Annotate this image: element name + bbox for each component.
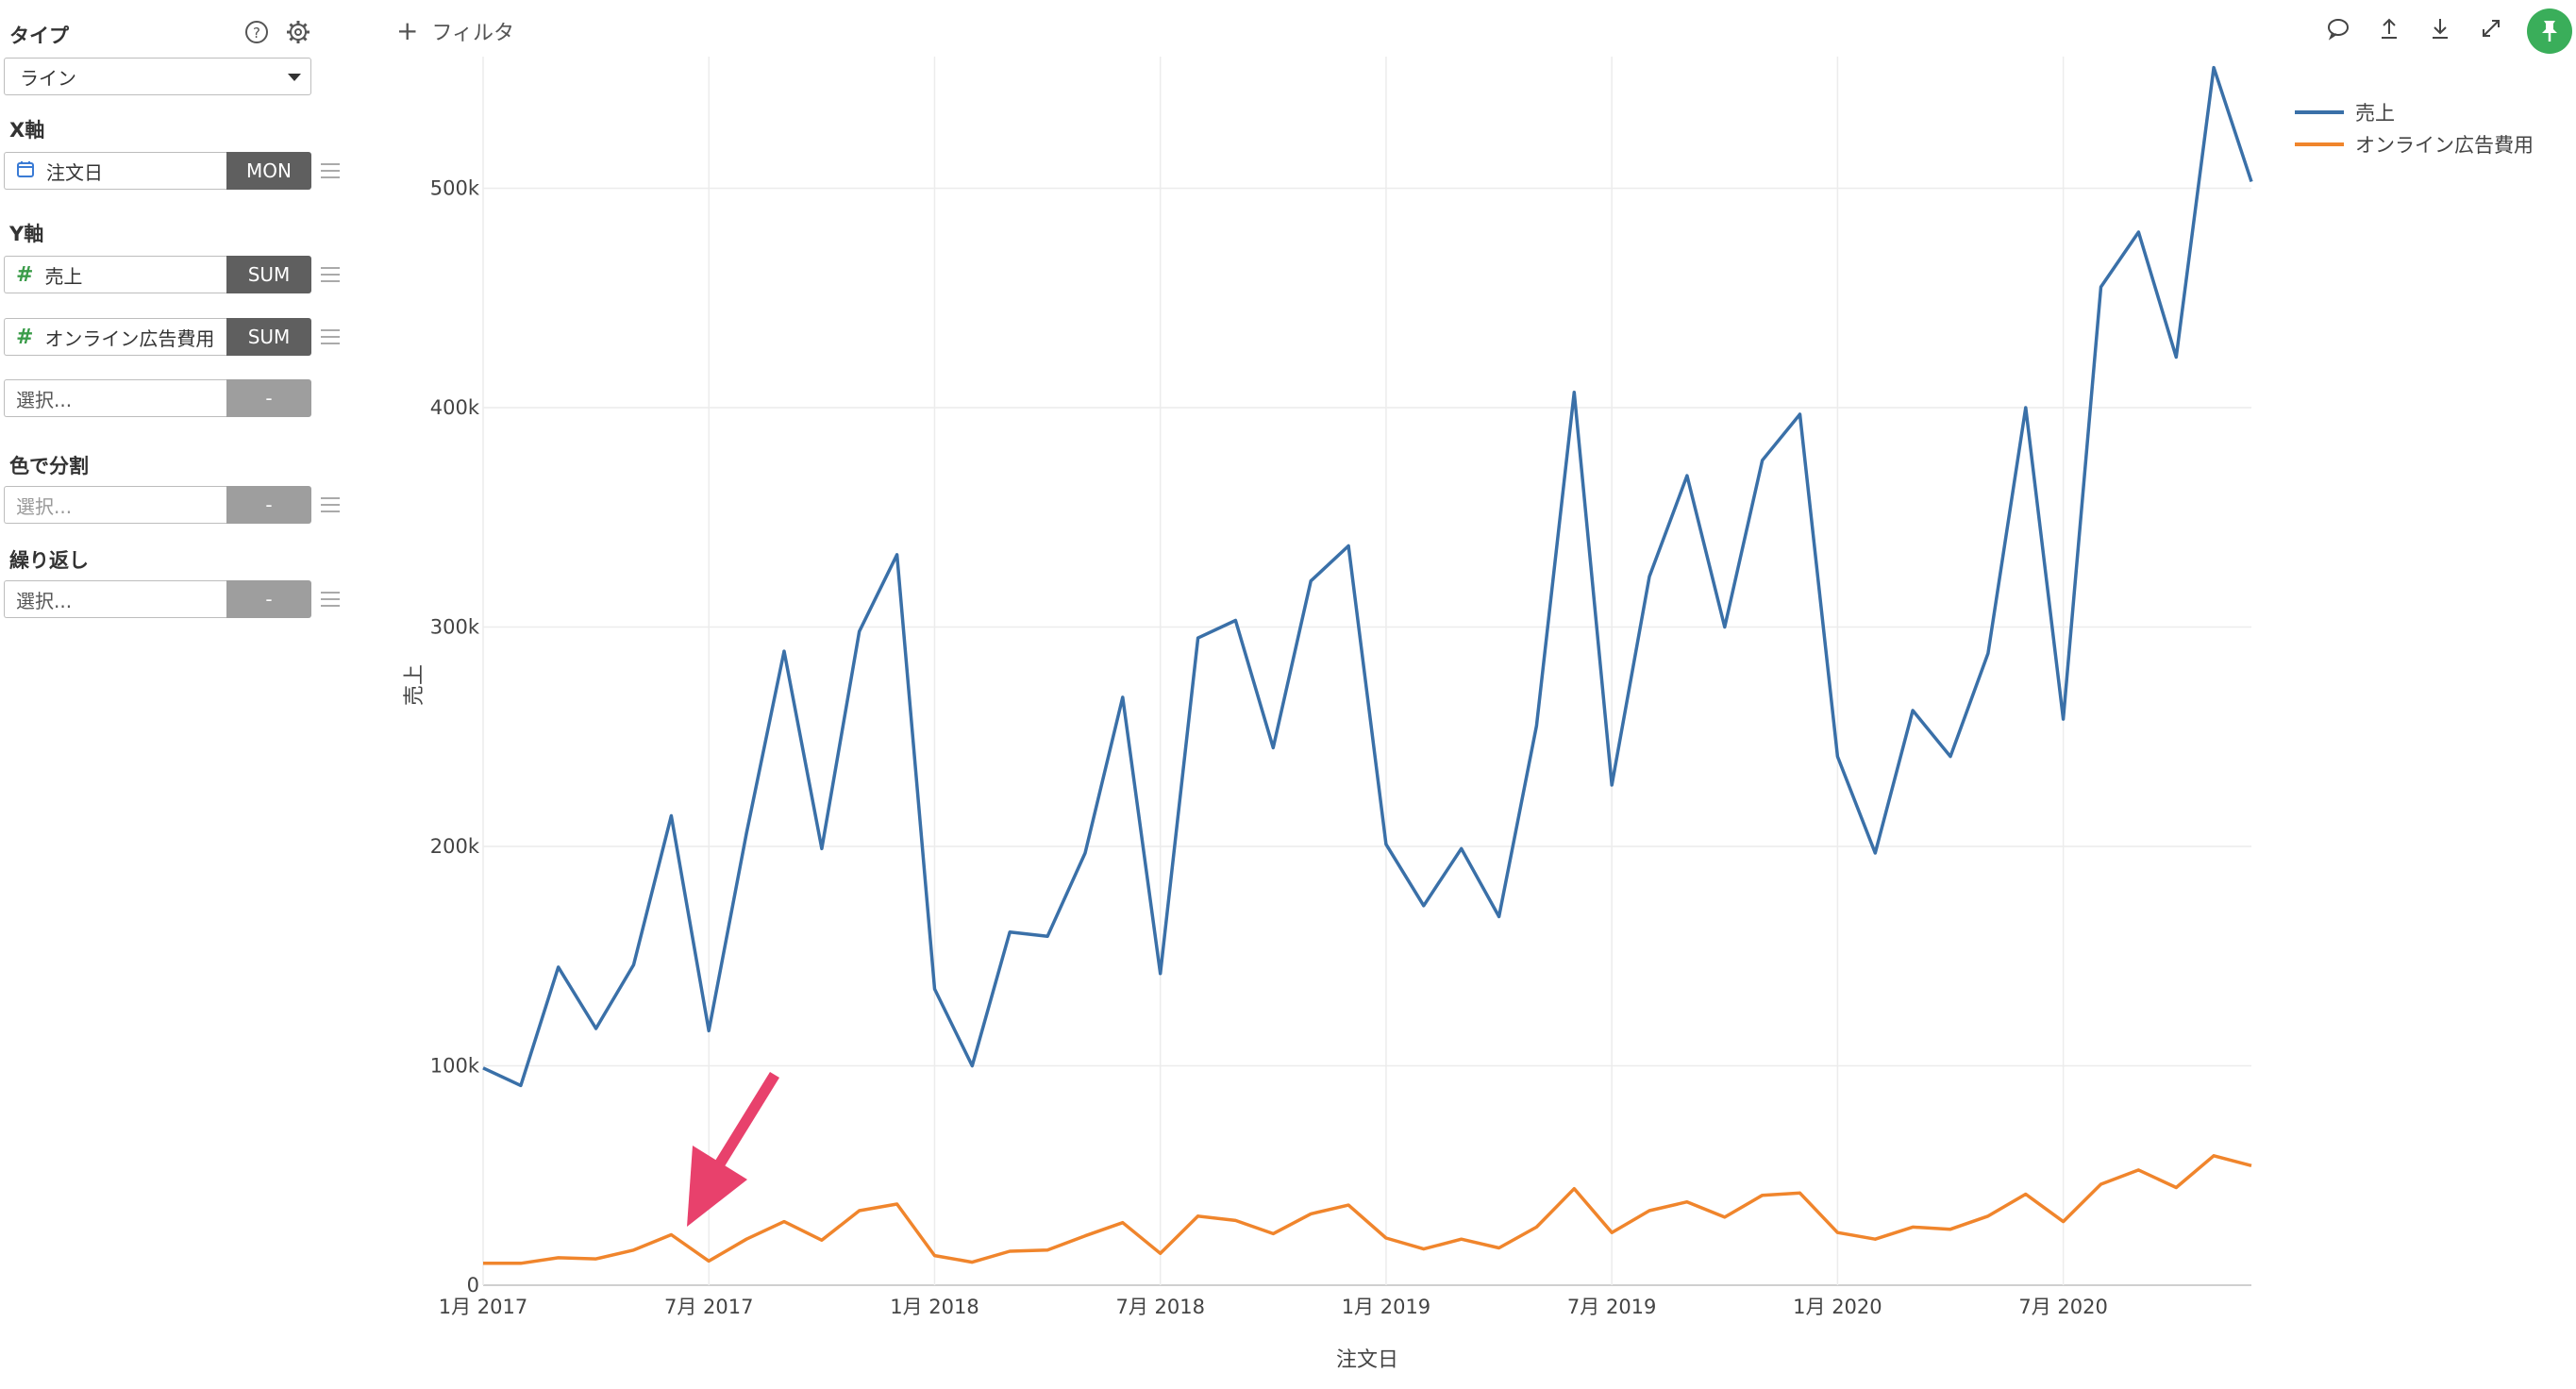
x-axis-field-name[interactable]: 注文日 xyxy=(4,152,226,190)
y-tick-label: 0 xyxy=(467,1274,479,1297)
legend-swatch xyxy=(2295,142,2344,146)
x-tick-label: 7月 2019 xyxy=(1567,1296,1656,1318)
chart-type-select[interactable]: ライン xyxy=(4,58,311,95)
x-tick-label: 7月 2020 xyxy=(2018,1296,2107,1318)
x-axis-field-label: 注文日 xyxy=(46,160,103,184)
y-axis-field-sales[interactable]: # 売上 SUM xyxy=(4,256,311,293)
x-tick-label: 1月 2018 xyxy=(890,1296,979,1318)
add-filter-button[interactable]: + フィルタ xyxy=(396,15,514,46)
upload-icon[interactable] xyxy=(2374,13,2404,43)
add-filter-label: フィルタ xyxy=(431,21,515,45)
y-tick-label: 200k xyxy=(430,835,480,858)
y-axis-title: 売上 xyxy=(403,664,427,706)
expand-icon[interactable] xyxy=(2476,13,2506,43)
y-axis-field-name[interactable]: # 売上 xyxy=(4,256,226,293)
x-axis-title: 注文日 xyxy=(1336,1348,1398,1372)
help-icon[interactable]: ? xyxy=(243,19,270,45)
color-split-aggregation[interactable]: - xyxy=(226,486,311,524)
y-tick-label: 100k xyxy=(430,1055,480,1078)
x-axis-section-label: X軸 xyxy=(9,119,45,142)
y-axis-select-placeholder[interactable]: 選択... xyxy=(4,379,226,417)
chevron-down-icon xyxy=(288,74,301,81)
y-tick-label: 500k xyxy=(430,177,480,200)
legend-item-ad-cost[interactable]: オンライン広告費用 xyxy=(2295,128,2534,160)
gear-icon[interactable] xyxy=(285,19,311,45)
series-line-sales[interactable] xyxy=(482,65,2253,1088)
y-axis-aggregation-button[interactable]: SUM xyxy=(226,318,311,356)
color-split-select[interactable]: 選択... - xyxy=(4,486,311,524)
color-split-section-label: 色で分割 xyxy=(9,455,89,477)
pin-icon[interactable] xyxy=(2527,8,2572,54)
plus-icon: + xyxy=(396,15,419,46)
x-axis-aggregation-button[interactable]: MON xyxy=(226,152,311,190)
legend-label: オンライン広告費用 xyxy=(2355,134,2534,157)
series-line-ad-cost[interactable] xyxy=(483,1154,2252,1265)
legend-label: 売上 xyxy=(2355,102,2395,125)
repeat-select[interactable]: 選択... - xyxy=(4,580,311,618)
y-axis-field-label: オンライン広告費用 xyxy=(44,326,215,350)
drag-handle-icon[interactable] xyxy=(321,267,340,282)
number-icon: # xyxy=(16,262,34,287)
chart-series xyxy=(482,65,2253,1265)
chart-legend: 売上 オンライン広告費用 xyxy=(2295,96,2534,160)
chart-tick-labels: 0 100k 200k 300k 400k 500k 1月 2017 7月 2017 1月 20… xyxy=(430,177,2108,1319)
y-axis-aggregation-button[interactable]: SUM xyxy=(226,256,311,293)
download-icon[interactable] xyxy=(2425,13,2455,43)
y-tick-label: 400k xyxy=(430,396,480,419)
type-section-label: タイプ xyxy=(9,25,69,47)
y-axis-field-name[interactable]: # オンライン広告費用 xyxy=(4,318,226,356)
calendar-icon xyxy=(16,159,35,183)
y-axis-section-label: Y軸 xyxy=(9,223,44,245)
drag-handle-icon[interactable] xyxy=(321,497,340,512)
drag-handle-icon[interactable] xyxy=(321,163,340,178)
chart-settings-sidebar: タイプ ? ライン X軸 注文日 MON Y軸 # 売上 xyxy=(0,0,359,1389)
drag-handle-icon[interactable] xyxy=(321,592,340,607)
x-tick-label: 7月 2017 xyxy=(664,1296,753,1318)
repeat-section-label: 繰り返し xyxy=(9,549,89,572)
svg-text:?: ? xyxy=(253,25,260,42)
annotation-arrow xyxy=(687,1072,779,1227)
comment-icon[interactable] xyxy=(2323,13,2353,43)
chart-gridlines xyxy=(482,57,2251,1286)
drag-handle-icon[interactable] xyxy=(321,329,340,344)
x-tick-label: 1月 2020 xyxy=(1793,1296,1882,1318)
y-axis-field-label: 売上 xyxy=(44,264,83,288)
legend-swatch xyxy=(2295,110,2344,114)
y-tick-label: 300k xyxy=(430,616,480,639)
x-tick-label: 7月 2018 xyxy=(1115,1296,1204,1318)
repeat-aggregation[interactable]: - xyxy=(226,580,311,618)
x-tick-label: 1月 2017 xyxy=(439,1296,527,1318)
color-split-placeholder[interactable]: 選択... xyxy=(4,486,226,524)
repeat-placeholder[interactable]: 選択... xyxy=(4,580,226,618)
number-icon: # xyxy=(16,325,34,349)
x-tick-label: 1月 2019 xyxy=(1342,1296,1430,1318)
chart-type-value: ライン xyxy=(20,66,76,90)
y-axis-add-select[interactable]: 選択... - xyxy=(4,379,311,417)
y-axis-field-ad-cost[interactable]: # オンライン広告費用 SUM xyxy=(4,318,311,356)
legend-item-sales[interactable]: 売上 xyxy=(2295,96,2534,128)
y-axis-select-aggregation[interactable]: - xyxy=(226,379,311,417)
x-axis-field[interactable]: 注文日 MON xyxy=(4,152,311,190)
